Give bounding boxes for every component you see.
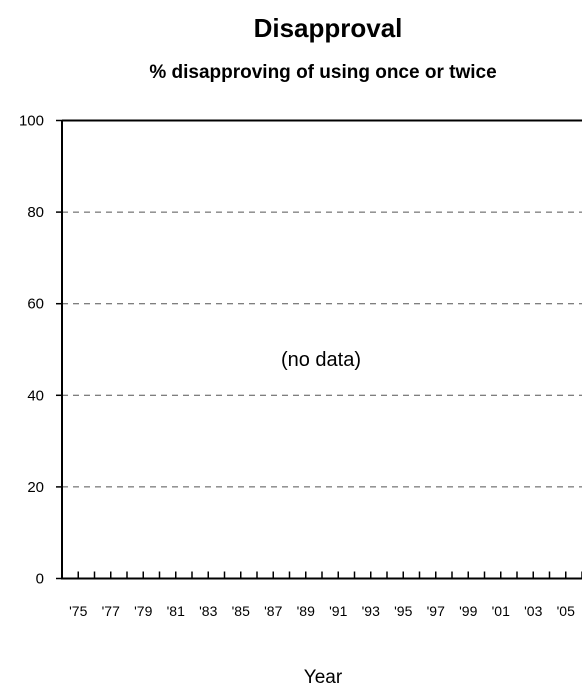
x-tick-label-0: '75 [69,603,87,619]
y-tick-label-40: 40 [27,387,44,404]
x-axis-ticks [77,571,582,579]
x-axis-title: Year [304,667,343,688]
x-axis-tick-labels: '75 '77 '79 '81 '83 '85 '87 '89 '91 '93 '95 '97 '99 '… [69,603,575,619]
y-tick-label-100: 100 [19,113,44,130]
gridlines [62,211,582,488]
x-tick-label-3: '81 [167,603,185,619]
y-tick-label-60: 60 [27,296,44,313]
no-data-annotation: (no data) [281,349,361,371]
chart-title: Disapproval [254,13,403,43]
x-tick-label-2: '79 [134,603,152,619]
x-tick-label-11: '97 [427,603,445,619]
x-tick-label-12: '99 [459,603,477,619]
x-tick-label-4: '83 [199,603,217,619]
x-tick-label-9: '93 [362,603,380,619]
x-tick-label-14: '03 [524,603,542,619]
chart-subtitle: % disapproving of using once or twice [149,62,496,83]
y-tick-label-80: 80 [27,204,44,221]
x-tick-label-8: '91 [329,603,347,619]
x-tick-label-10: '95 [394,603,412,619]
x-tick-label-1: '77 [102,603,120,619]
y-tick-label-0: 0 [36,571,44,588]
x-tick-label-6: '87 [264,603,282,619]
x-tick-label-7: '89 [297,603,315,619]
y-axis-tick-labels: 0 20 40 60 80 100 [19,113,62,588]
y-tick-label-20: 20 [27,479,44,496]
x-tick-label-13: '01 [492,603,510,619]
x-tick-label-5: '85 [232,603,250,619]
x-tick-label-15: '05 [557,603,575,619]
